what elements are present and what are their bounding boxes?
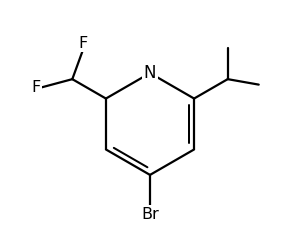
Text: N: N — [144, 64, 156, 82]
Text: Br: Br — [141, 207, 159, 222]
Text: F: F — [79, 36, 88, 51]
Text: F: F — [31, 80, 40, 95]
